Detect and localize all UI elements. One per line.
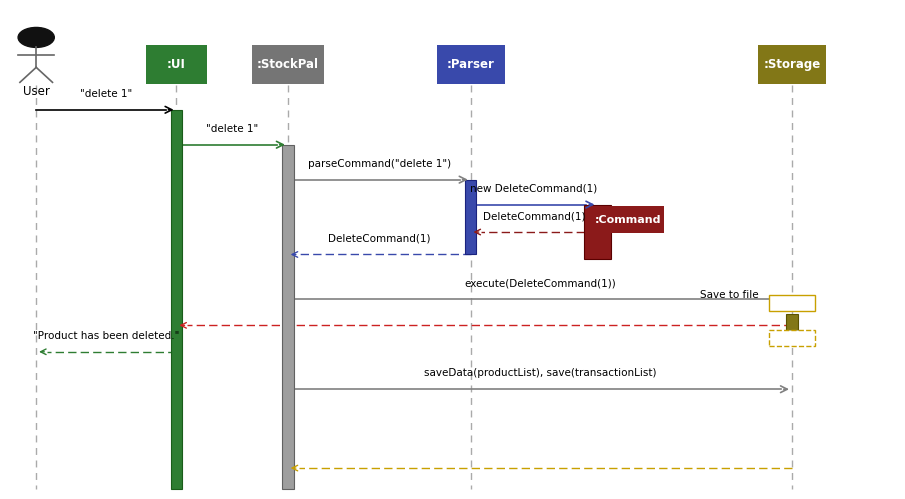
Bar [437, 45, 505, 84]
Bar [786, 314, 798, 344]
Text: "delete 1": "delete 1" [206, 124, 258, 134]
Bar [584, 205, 611, 259]
Text: "Product has been deleted.": "Product has been deleted." [33, 331, 179, 341]
Bar [769, 295, 814, 311]
Text: "delete 1": "delete 1" [81, 89, 132, 99]
Text: parseCommand("delete 1"): parseCommand("delete 1") [308, 159, 451, 169]
Text: :StockPal: :StockPal [257, 58, 319, 71]
Text: new DeleteCommand(1): new DeleteCommand(1) [471, 184, 597, 194]
Bar [592, 206, 664, 234]
Text: saveData(productList), save(transactionList): saveData(productList), save(transactionL… [424, 368, 656, 378]
Bar [769, 330, 814, 346]
Text: :UI: :UI [167, 58, 186, 71]
Text: User: User [23, 85, 50, 98]
Bar [170, 110, 183, 489]
Bar [465, 180, 477, 254]
Bar [146, 45, 207, 84]
Text: execute(DeleteCommand(1)): execute(DeleteCommand(1)) [464, 278, 615, 288]
Circle shape [18, 27, 54, 47]
Text: :Storage: :Storage [763, 58, 821, 71]
Text: :Command: :Command [595, 215, 662, 225]
Text: DeleteCommand(1): DeleteCommand(1) [482, 211, 586, 221]
Bar [252, 45, 324, 84]
Bar [758, 45, 825, 84]
Text: :Parser: :Parser [447, 58, 494, 71]
Bar [282, 145, 293, 489]
Text: DeleteCommand(1): DeleteCommand(1) [328, 234, 431, 244]
Text: Save to file: Save to file [700, 290, 758, 300]
